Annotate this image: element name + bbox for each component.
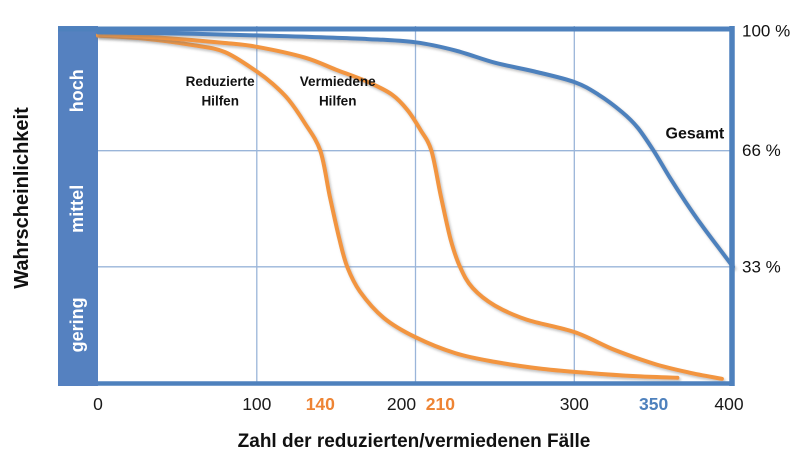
x-axis-title: Zahl der reduzierten/vermiedenen Fälle <box>238 431 591 452</box>
x-tick-label-210: 210 <box>426 394 455 414</box>
y-axis-title: Wahrscheinlichkeit <box>11 107 33 289</box>
x-tick-label-350: 350 <box>639 394 668 414</box>
y-axis-band <box>58 26 98 386</box>
x-tick-label-200: 200 <box>387 394 416 414</box>
band-label-mittel: mittel <box>67 185 87 233</box>
x-tick-label-0: 0 <box>93 394 103 414</box>
y-percent-label-100: 100 % <box>742 22 790 41</box>
band-label-gering: gering <box>67 297 87 352</box>
curve-annotation-reduzierte-hilfen: Reduzierte Hilfen <box>186 74 256 109</box>
series-curve-reduzierte-hilfen <box>96 33 680 380</box>
x-tick-label-400: 400 <box>714 394 743 414</box>
band-label-hoch: hoch <box>67 69 87 112</box>
x-tick-label-140: 140 <box>306 394 335 414</box>
curve-annotation-vermiedene-hilfen: Vermiedene Hilfen <box>300 74 376 109</box>
y-percent-label-33: 33 % <box>742 257 781 276</box>
y-percent-label-66: 66 % <box>742 141 781 160</box>
x-tick-label-300: 300 <box>560 394 589 414</box>
series-curve-vermiedene-hilfen <box>96 32 724 381</box>
series-curve-gesamt <box>96 30 735 269</box>
curve-annotation-gesamt: Gesamt <box>666 126 725 143</box>
x-tick-label-100: 100 <box>242 394 271 414</box>
